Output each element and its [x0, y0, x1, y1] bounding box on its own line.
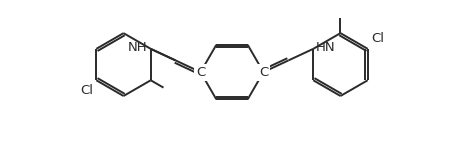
Text: NH: NH [128, 41, 148, 54]
Text: C: C [195, 66, 205, 79]
Text: HN: HN [315, 41, 335, 54]
Text: C: C [258, 66, 268, 79]
Text: Cl: Cl [80, 84, 93, 97]
Text: Cl: Cl [371, 32, 384, 45]
